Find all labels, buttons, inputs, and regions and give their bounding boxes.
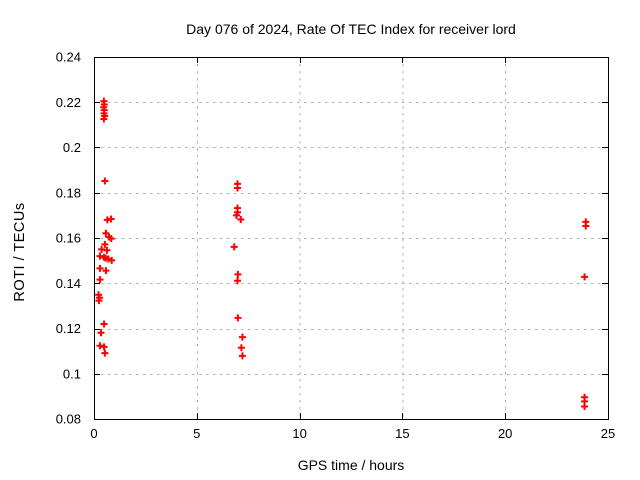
data-point-marker xyxy=(234,184,242,192)
data-point-marker xyxy=(100,343,108,351)
x-tick-label: 5 xyxy=(193,426,200,441)
x-tick-label: 25 xyxy=(601,426,615,441)
data-point-marker xyxy=(101,240,109,248)
data-point-marker xyxy=(96,276,104,284)
data-point-marker xyxy=(96,264,104,272)
data-point-marker xyxy=(103,246,111,254)
data-point-marker xyxy=(582,222,590,230)
data-point-marker xyxy=(101,177,109,185)
data-point-marker xyxy=(107,235,115,243)
data-point-marker xyxy=(101,349,109,357)
data-point-marker xyxy=(102,229,110,237)
y-tick-label: 0.22 xyxy=(56,95,81,110)
x-axis-label: GPS time / hours xyxy=(297,457,405,473)
data-point-marker xyxy=(96,252,104,260)
data-point-marker xyxy=(100,115,108,123)
data-point-marker xyxy=(108,256,116,264)
data-point-marker xyxy=(100,320,108,328)
data-point-marker xyxy=(95,297,103,305)
y-tick-label: 0.18 xyxy=(56,185,81,200)
data-point-marker xyxy=(232,211,240,219)
data-point-marker xyxy=(102,267,110,275)
data-point-marker xyxy=(237,215,245,223)
data-point-marker xyxy=(234,314,242,322)
data-point-marker xyxy=(234,270,242,278)
data-point-marker xyxy=(238,352,246,360)
x-tick-label: 0 xyxy=(90,426,97,441)
x-tick-label: 10 xyxy=(292,426,306,441)
x-tick-label: 20 xyxy=(498,426,512,441)
data-point-marker xyxy=(230,243,238,251)
y-tick-label: 0.16 xyxy=(56,231,81,246)
data-point-marker xyxy=(97,329,105,337)
y-tick-label: 0.24 xyxy=(56,50,81,65)
y-tick-label: 0.12 xyxy=(56,321,81,336)
chart-title: Day 076 of 2024, Rate Of TEC Index for r… xyxy=(186,21,516,37)
data-point-marker xyxy=(581,403,589,411)
data-point-marker xyxy=(107,215,115,223)
data-point-marker xyxy=(96,342,104,350)
data-point-marker xyxy=(234,277,242,285)
data-point-marker xyxy=(238,333,246,341)
y-tick-label: 0.2 xyxy=(63,140,81,155)
data-point-marker xyxy=(237,344,245,352)
y-tick-label: 0.1 xyxy=(63,366,81,381)
data-point-marker xyxy=(581,273,589,281)
y-tick-label: 0.14 xyxy=(56,276,81,291)
x-tick-label: 15 xyxy=(395,426,409,441)
y-tick-label: 0.08 xyxy=(56,412,81,427)
